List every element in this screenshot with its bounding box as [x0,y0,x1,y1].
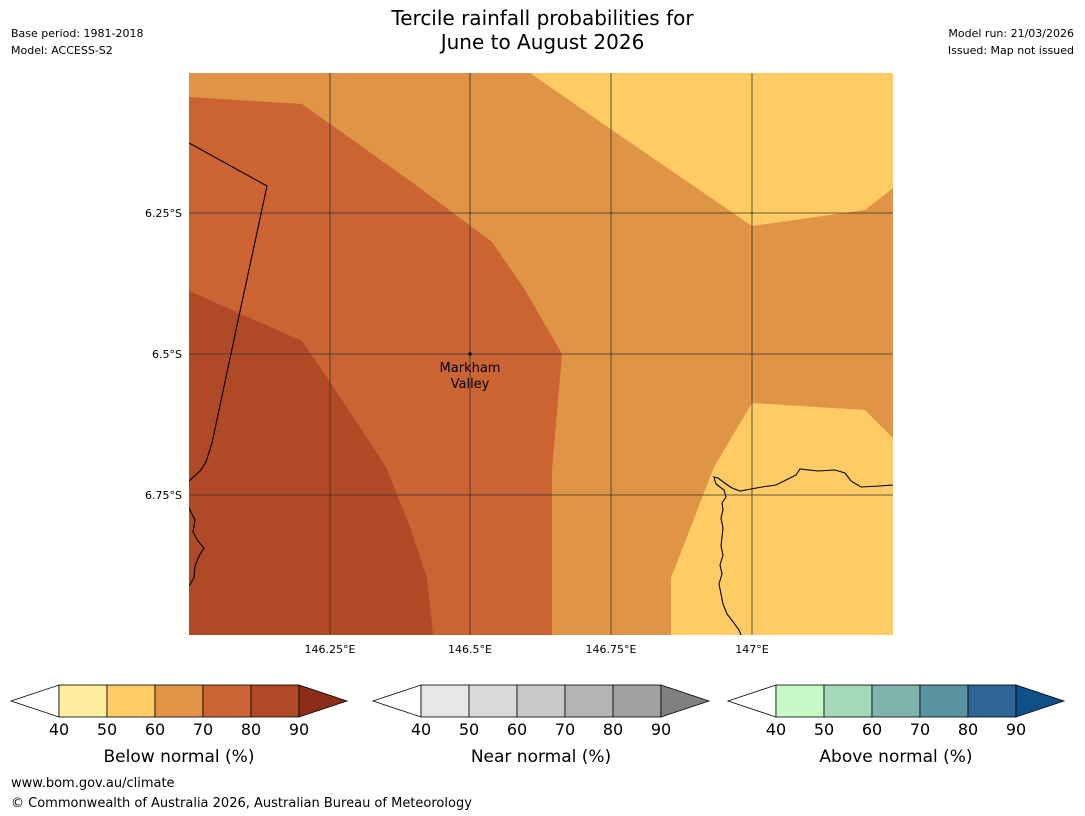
colorbar-tick: 80 [958,720,978,739]
colorbar-tick: 70 [910,720,930,739]
zone-50-60-north [530,73,893,226]
footer: www.bom.gov.au/climate © Commonwealth of… [11,774,472,814]
colorbar-above-swatch [871,684,921,718]
place-marker [468,352,472,356]
lat-label: 6.5°S [152,348,182,361]
colorbar-above-extend-min [726,684,777,718]
colorbar-below-swatch [154,684,204,718]
place-name-line-1: Markham [440,361,501,376]
map-panel: Markham Valley [189,73,893,635]
colorbar-below-swatch [58,684,108,718]
colorbar-above-label: Above normal (%) [819,747,972,767]
model-info: Base period: 1981-2018 Model: ACCESS-S2 [11,25,143,59]
colorbar-below-label: Below normal (%) [104,747,255,767]
colorbar-above-swatch [775,684,825,718]
colorbar-above: 40 50 60 70 80 90 Above normal (%) [726,684,1066,767]
colorbar-near-label: Near normal (%) [471,747,611,767]
colorbar-tick: 90 [1006,720,1026,739]
colorbar-above-extend-max [1015,684,1066,718]
boundaries [189,142,893,635]
lon-label: 147°E [735,643,768,656]
longitude-labels: 146.25°E 146.5°E 146.75°E 147°E [305,643,769,656]
colorbar-near-extend-max [660,684,711,718]
colorbar-tick: 50 [814,720,834,739]
colorbar-near-swatch [468,684,518,718]
colorbar-below-extend-min [9,684,60,718]
colorbar-tick: 80 [603,720,623,739]
footer-url[interactable]: www.bom.gov.au/climate [11,776,175,791]
run-info: Model run: 21/03/2026 Issued: Map not is… [948,25,1074,59]
colorbar-above-swatch [823,684,873,718]
colorbar-above-swatch [919,684,969,718]
colorbar-below-swatch [250,684,300,718]
latitude-labels: 6.25°S 6.5°S 6.75°S [145,207,182,502]
colorbar-tick: 50 [459,720,479,739]
lon-label: 146.75°E [586,643,637,656]
colorbar-tick: 40 [766,720,786,739]
lon-label: 146.25°E [305,643,356,656]
colorbar-above-swatch [967,684,1017,718]
colorbar-tick: 60 [145,720,165,739]
colorbar-tick: 90 [289,720,309,739]
zone-50-60-southeast [671,403,893,635]
colorbar-tick: 90 [651,720,671,739]
colorbar-near-swatch [420,684,470,718]
issued-text: Issued: Map not issued [947,44,1074,57]
colorbar-near: 40 50 60 70 80 90 Near normal (%) [371,684,711,767]
colorbar-near-swatch [516,684,566,718]
colorbar-tick: 60 [862,720,882,739]
zone-80-90 [189,291,433,635]
coastline-east [713,468,893,635]
colorbar-tick: 50 [97,720,117,739]
colorbar-below-swatch [106,684,156,718]
colorbar-tick: 40 [411,720,431,739]
colorbar-tick: 40 [49,720,69,739]
place-name-line-2: Valley [451,377,490,392]
colorbar-below-swatch [202,684,252,718]
colorbar-tick: 70 [555,720,575,739]
title-line-1: Tercile rainfall probabilities for [391,6,694,30]
colorbar-near-extend-min [371,684,422,718]
lon-label: 146.5°E [448,643,492,656]
colorbar-below-extend-max [298,684,349,718]
base-period-text: Base period: 1981-2018 [11,27,144,40]
model-run-text: Model run: 21/03/2026 [948,27,1074,40]
lat-label: 6.75°S [145,489,182,502]
model-text: Model: ACCESS-S2 [11,44,113,57]
lat-label: 6.25°S [145,207,182,220]
coastline-west [189,507,205,587]
colorbar-near-swatch [564,684,614,718]
colorbar-below: 40 50 60 70 80 90 Below normal (%) [9,684,349,767]
province-boundary [189,142,268,482]
colorbar-near-swatch [612,684,662,718]
map-title: Tercile rainfall probabilities for June … [0,6,1085,54]
colorbar-tick: 80 [241,720,261,739]
footer-copyright: © Commonwealth of Australia 2026, Austra… [11,796,472,811]
title-line-2: June to August 2026 [440,30,645,54]
colorbar-tick: 60 [507,720,527,739]
colorbar-tick: 70 [193,720,213,739]
